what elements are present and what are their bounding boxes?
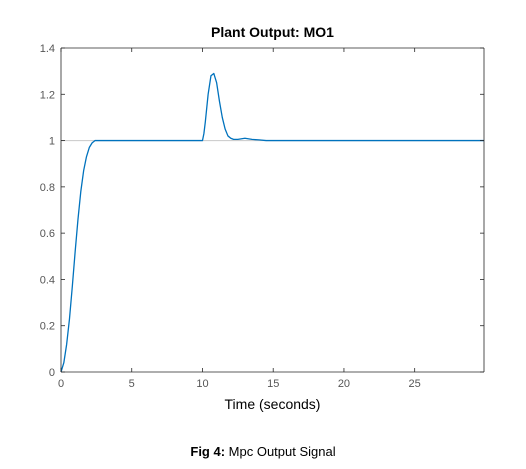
x-tick-label: 20 [338, 378, 350, 390]
x-tick-label: 15 [267, 378, 279, 390]
axes-frame [60, 47, 485, 373]
x-tick-label: 0 [58, 378, 64, 390]
x-tick-label: 25 [409, 378, 421, 390]
y-tick-label: 1 [49, 136, 55, 148]
chart-title: Plant Output: MO1 [211, 24, 334, 40]
y-tick-label: 0.8 [40, 182, 55, 194]
x-axis-label: Time (seconds) [225, 396, 321, 412]
y-tick-label: 0.4 [40, 274, 55, 286]
series-layer [60, 72, 484, 373]
y-tick-label: 0.6 [40, 228, 55, 240]
ticks-layer: 0 5 10 15 20 25 0 0.2 0.4 0.6 0.8 1 1.2 1.4 [40, 43, 484, 390]
x-tick-label: 10 [196, 378, 208, 390]
y-tick-label: 0 [49, 367, 55, 379]
caption-label: Fig 4: [190, 444, 226, 459]
y-tick-label: 1.2 [40, 89, 55, 101]
y-tick-label: 0.2 [40, 321, 55, 333]
series-line-0 [60, 72, 484, 373]
line-chart: Plant Output: MO1 0 5 10 15 20 25 0 0.2 0.4 0.6 0.… [40, 24, 485, 412]
y-tick-label: 1.4 [40, 43, 55, 55]
x-tick-label: 5 [129, 378, 135, 390]
figure-caption: Fig 4: Mpc Output Signal [0, 444, 526, 459]
caption-text: Mpc Output Signal [228, 444, 336, 459]
